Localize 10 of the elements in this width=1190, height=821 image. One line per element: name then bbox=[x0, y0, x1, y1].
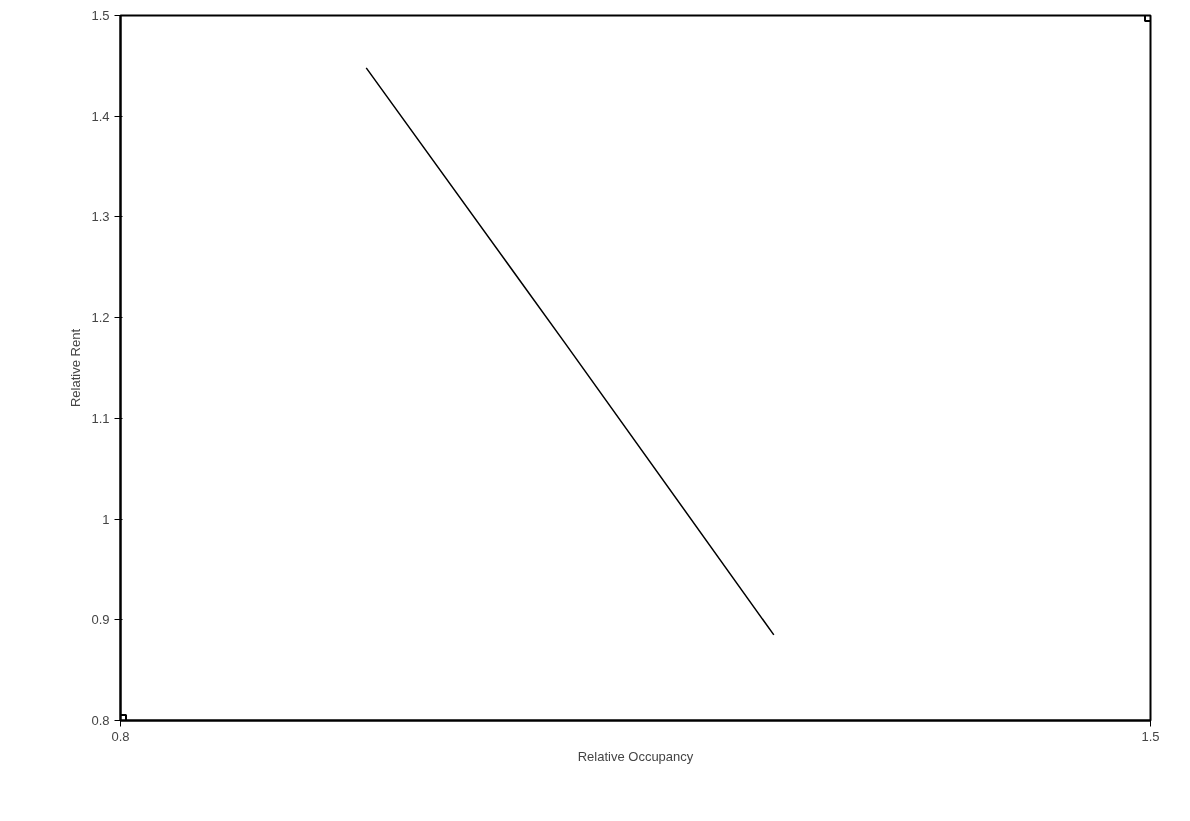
x-axis-title: Relative Occupancy bbox=[577, 748, 694, 764]
y-tick-label: 1.5 bbox=[91, 8, 110, 23]
y-tick-label: 1.4 bbox=[91, 108, 110, 124]
y-tick-label: 0.8 bbox=[91, 713, 110, 728]
y-tick-label: 1.1 bbox=[91, 410, 110, 426]
y-tick-label: 1.3 bbox=[91, 209, 110, 225]
y-tick-label: 0.9 bbox=[91, 612, 110, 628]
y-tick-label: 1 bbox=[102, 511, 110, 527]
y-tick-label: 1.2 bbox=[91, 310, 110, 326]
y-axis-title: Relative Rent bbox=[68, 328, 84, 408]
